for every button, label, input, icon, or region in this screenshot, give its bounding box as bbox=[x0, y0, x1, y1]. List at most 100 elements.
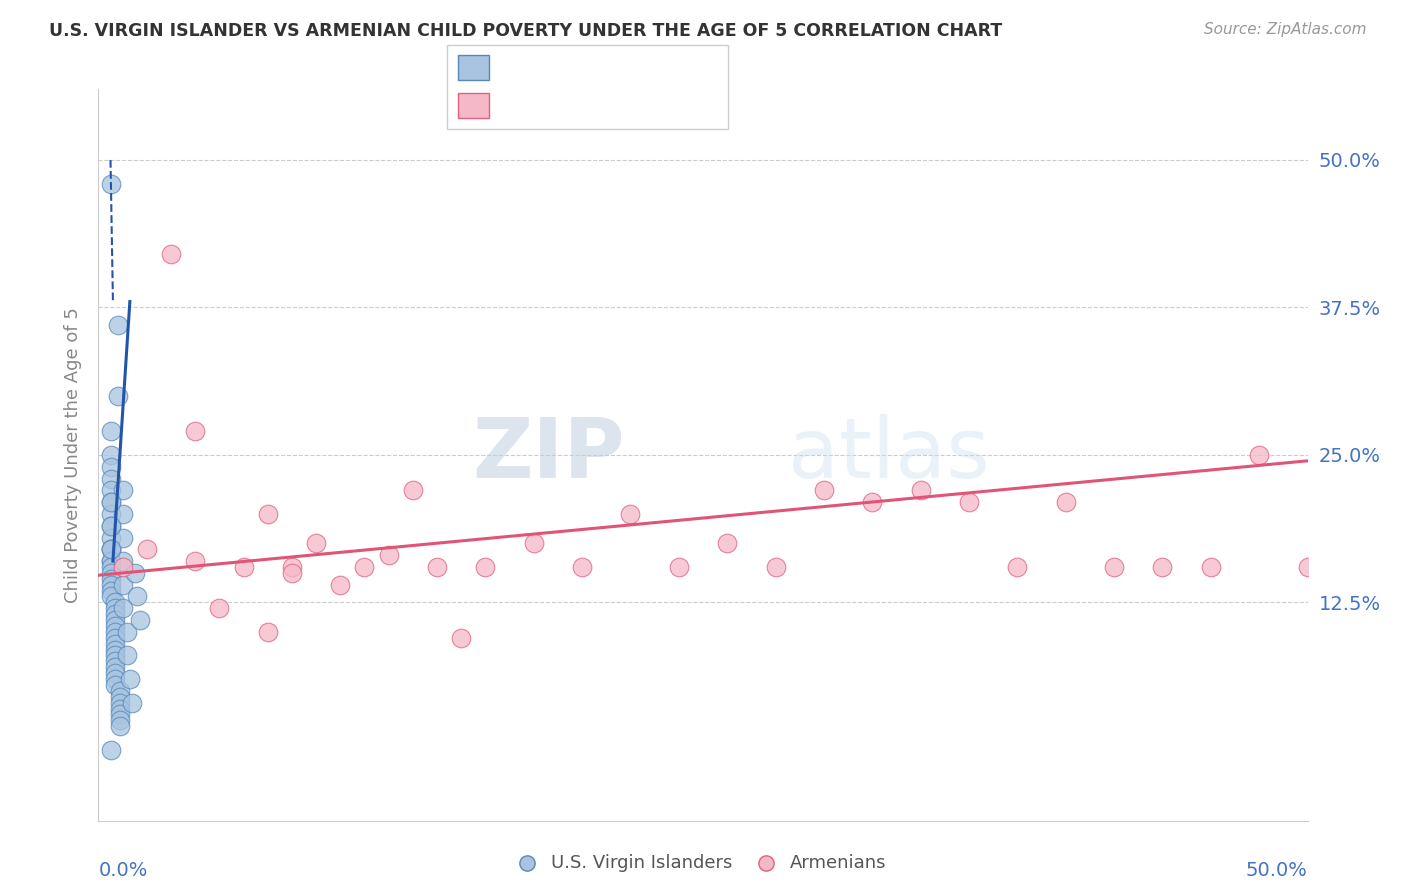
Point bbox=[305, 536, 328, 550]
Text: U.S. VIRGIN ISLANDER VS ARMENIAN CHILD POVERTY UNDER THE AGE OF 5 CORRELATION CH: U.S. VIRGIN ISLANDER VS ARMENIAN CHILD P… bbox=[49, 22, 1002, 40]
Point bbox=[104, 631, 127, 645]
Point bbox=[104, 607, 127, 622]
Point bbox=[111, 601, 134, 615]
Point bbox=[108, 719, 131, 733]
Point bbox=[256, 507, 278, 521]
Point bbox=[108, 690, 131, 704]
Text: N = 61: N = 61 bbox=[613, 59, 676, 77]
Point bbox=[668, 560, 690, 574]
Point bbox=[108, 714, 131, 728]
Point bbox=[1054, 495, 1077, 509]
Point bbox=[104, 648, 127, 663]
Point bbox=[184, 554, 207, 568]
Point bbox=[104, 642, 127, 657]
Point bbox=[118, 672, 141, 686]
Point bbox=[100, 495, 122, 509]
Point bbox=[100, 542, 122, 557]
Point bbox=[474, 560, 496, 574]
Point bbox=[117, 648, 139, 663]
Point bbox=[100, 495, 122, 509]
Point bbox=[402, 483, 425, 498]
Point bbox=[1152, 560, 1174, 574]
Text: Source: ZipAtlas.com: Source: ZipAtlas.com bbox=[1204, 22, 1367, 37]
Point bbox=[108, 707, 131, 722]
Point bbox=[100, 459, 122, 474]
Point bbox=[111, 483, 134, 498]
Point bbox=[127, 590, 149, 604]
Text: Armenians: Armenians bbox=[790, 855, 887, 872]
Point bbox=[329, 577, 352, 591]
Point bbox=[813, 483, 835, 498]
Point bbox=[100, 590, 122, 604]
Point bbox=[232, 560, 254, 574]
Point bbox=[100, 566, 122, 580]
Point bbox=[100, 542, 122, 557]
Text: 50.0%: 50.0% bbox=[1246, 861, 1308, 880]
Point bbox=[1199, 560, 1222, 574]
Text: U.S. Virgin Islanders: U.S. Virgin Islanders bbox=[551, 855, 733, 872]
Point bbox=[111, 560, 134, 574]
Point bbox=[100, 425, 122, 439]
Point bbox=[100, 471, 122, 485]
Point bbox=[108, 701, 131, 715]
Point bbox=[716, 536, 738, 550]
Point bbox=[1296, 560, 1319, 574]
Point bbox=[104, 666, 127, 681]
Point bbox=[571, 560, 593, 574]
Text: atlas: atlas bbox=[787, 415, 990, 495]
Point bbox=[104, 595, 127, 609]
Point bbox=[377, 548, 399, 562]
Point bbox=[117, 624, 139, 639]
Text: N = 36: N = 36 bbox=[613, 96, 676, 114]
Y-axis label: Child Poverty Under the Age of 5: Child Poverty Under the Age of 5 bbox=[63, 307, 82, 603]
Point bbox=[100, 554, 122, 568]
Point bbox=[100, 177, 122, 191]
Point bbox=[100, 448, 122, 462]
Point bbox=[100, 743, 122, 757]
Point bbox=[100, 518, 122, 533]
Point bbox=[100, 518, 122, 533]
Point bbox=[100, 583, 122, 598]
Point bbox=[957, 495, 980, 509]
Point bbox=[184, 425, 207, 439]
Point bbox=[104, 619, 127, 633]
Point bbox=[100, 554, 122, 568]
Point bbox=[104, 654, 127, 668]
Point bbox=[104, 660, 127, 674]
Point bbox=[111, 554, 134, 568]
Point bbox=[104, 601, 127, 615]
Point bbox=[135, 542, 157, 557]
Point bbox=[1102, 560, 1125, 574]
Point bbox=[281, 560, 304, 574]
Point bbox=[256, 624, 278, 639]
Point bbox=[104, 637, 127, 651]
Point bbox=[1249, 448, 1271, 462]
Point bbox=[765, 560, 787, 574]
Point bbox=[128, 613, 150, 627]
Point bbox=[104, 678, 127, 692]
Point bbox=[910, 483, 932, 498]
Point bbox=[208, 601, 231, 615]
Point bbox=[160, 247, 183, 261]
Point bbox=[100, 542, 122, 557]
Text: R = 0.341: R = 0.341 bbox=[498, 96, 588, 114]
Point bbox=[426, 560, 449, 574]
Point bbox=[107, 389, 129, 403]
Point bbox=[111, 507, 134, 521]
Text: R = 0.336: R = 0.336 bbox=[498, 59, 588, 77]
Point bbox=[523, 536, 546, 550]
Point bbox=[111, 531, 134, 545]
Point bbox=[104, 624, 127, 639]
Point bbox=[450, 631, 472, 645]
Point bbox=[100, 483, 122, 498]
Point bbox=[100, 577, 122, 591]
Point bbox=[111, 577, 134, 591]
Point bbox=[100, 507, 122, 521]
Point bbox=[104, 672, 127, 686]
Point bbox=[108, 684, 131, 698]
Point bbox=[281, 566, 304, 580]
Point bbox=[107, 318, 129, 333]
Point bbox=[100, 572, 122, 586]
Text: ZIP: ZIP bbox=[472, 415, 624, 495]
Point bbox=[619, 507, 641, 521]
